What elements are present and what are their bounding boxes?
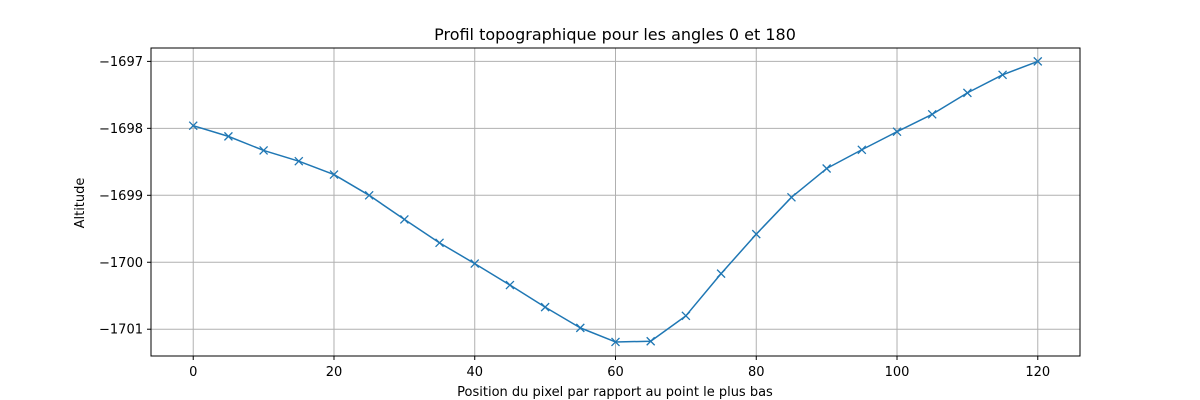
x-tick-label: 120 [1025, 365, 1050, 380]
y-axis-label: Altitude [73, 178, 88, 229]
data-point-marker [857, 145, 867, 155]
data-point-marker [223, 131, 233, 141]
y-axis-ticks: −1697 −1698 −1699 −1700 −1701 [99, 55, 151, 338]
x-tick-label: 20 [326, 365, 343, 380]
data-point-marker [646, 336, 656, 346]
y-tick-label: −1699 [99, 189, 143, 204]
grid [151, 48, 1080, 356]
x-axis-label: Position du pixel par rapport au point l… [457, 385, 773, 400]
data-point-marker [751, 229, 761, 239]
x-tick-label: 100 [885, 365, 910, 380]
x-tick-label: 40 [466, 365, 483, 380]
data-point-marker [364, 190, 374, 200]
data-point-marker [962, 88, 972, 98]
data-point-marker [259, 145, 269, 155]
x-axis-ticks: 0 20 40 60 80 100 120 [189, 356, 1050, 380]
data-point-marker [329, 170, 339, 180]
data-point-marker [294, 156, 304, 166]
y-tick-label: −1698 [99, 122, 143, 137]
series-markers [188, 56, 1043, 347]
y-tick-label: −1700 [99, 256, 143, 271]
x-tick-label: 80 [748, 365, 765, 380]
data-point-marker [188, 121, 198, 131]
data-point-marker [611, 337, 620, 347]
data-point-marker [681, 311, 691, 321]
data-point-marker [470, 259, 480, 269]
data-point-marker [575, 323, 585, 333]
x-tick-label: 0 [189, 365, 197, 380]
data-point-marker [927, 109, 937, 119]
data-point-marker [892, 127, 902, 137]
data-point-marker [716, 269, 726, 279]
y-tick-label: −1697 [99, 55, 143, 70]
data-point-marker [435, 238, 445, 248]
data-point-marker [399, 214, 409, 224]
data-point-marker [505, 280, 515, 290]
chart-title: Profil topographique pour les angles 0 e… [434, 25, 796, 44]
data-point-marker [786, 192, 796, 202]
data-point-marker [540, 302, 550, 312]
x-tick-label: 60 [607, 365, 624, 380]
data-point-marker [1033, 56, 1043, 66]
y-tick-label: −1701 [99, 323, 143, 338]
data-point-marker [822, 164, 832, 173]
data-point-marker [998, 70, 1008, 80]
